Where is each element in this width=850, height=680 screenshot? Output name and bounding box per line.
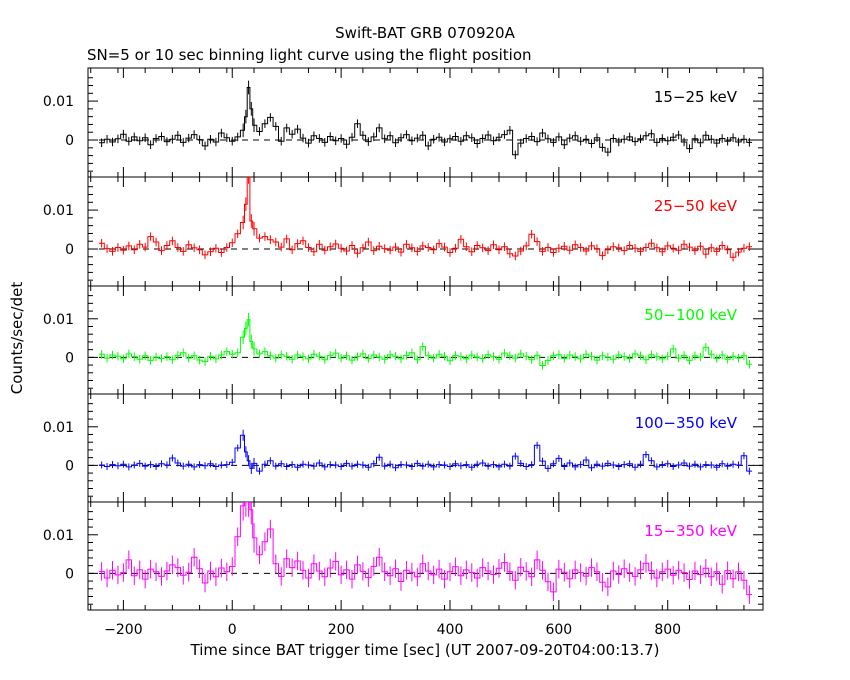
y-tick-label: 0.01 — [43, 312, 74, 328]
x-tick-label: 400 — [437, 622, 464, 638]
x-tick-label: −200 — [104, 622, 142, 638]
y-tick-label: 0 — [65, 350, 74, 366]
panel-frame — [87, 501, 764, 611]
y-axis-label: Counts/sec/det — [8, 282, 26, 395]
panels-group: 0 0.01 15−25 keV 0 0.01 25−50 keV 0 0.01 50−100 … — [43, 67, 764, 638]
panel-2: 0 0.01 25−50 keV — [43, 176, 764, 287]
y-tick-label: 0 — [65, 458, 74, 474]
series-5 — [98, 502, 753, 604]
band-label: 50−100 keV — [644, 306, 737, 324]
chart-title: Swift-BAT GRB 070920A — [335, 24, 515, 42]
y-tick-label: 0 — [65, 566, 74, 582]
band-label: 25−50 keV — [654, 197, 738, 215]
y-tick-label: 0.01 — [43, 420, 74, 436]
band-label: 100−350 keV — [635, 414, 738, 432]
series-step-line — [98, 502, 753, 596]
x-axis-label: Time since BAT trigger time [sec] (UT 20… — [190, 641, 660, 659]
series-2 — [98, 177, 753, 262]
series-1 — [98, 80, 753, 160]
panel-1: 0 0.01 15−25 keV — [43, 67, 764, 178]
y-tick-label: 0.01 — [43, 94, 74, 110]
chart-subtitle: SN=5 or 10 sec binning light curve using… — [87, 46, 532, 64]
series-4 — [98, 429, 753, 475]
y-tick-label: 0 — [65, 133, 74, 149]
y-tick-label: 0.01 — [43, 528, 74, 544]
y-tick-label: 0 — [65, 242, 74, 258]
band-label: 15−350 keV — [644, 522, 737, 540]
x-tick-label: 200 — [328, 622, 355, 638]
x-tick-label: 0 — [228, 622, 237, 638]
series-3 — [98, 312, 753, 370]
y-tick-label: 0.01 — [43, 203, 74, 219]
x-tick-label: 800 — [654, 622, 681, 638]
x-tick-label: 600 — [545, 622, 572, 638]
panel-5: 0 0.01 15−350 keV — [43, 501, 764, 611]
band-label: 15−25 keV — [654, 88, 738, 106]
